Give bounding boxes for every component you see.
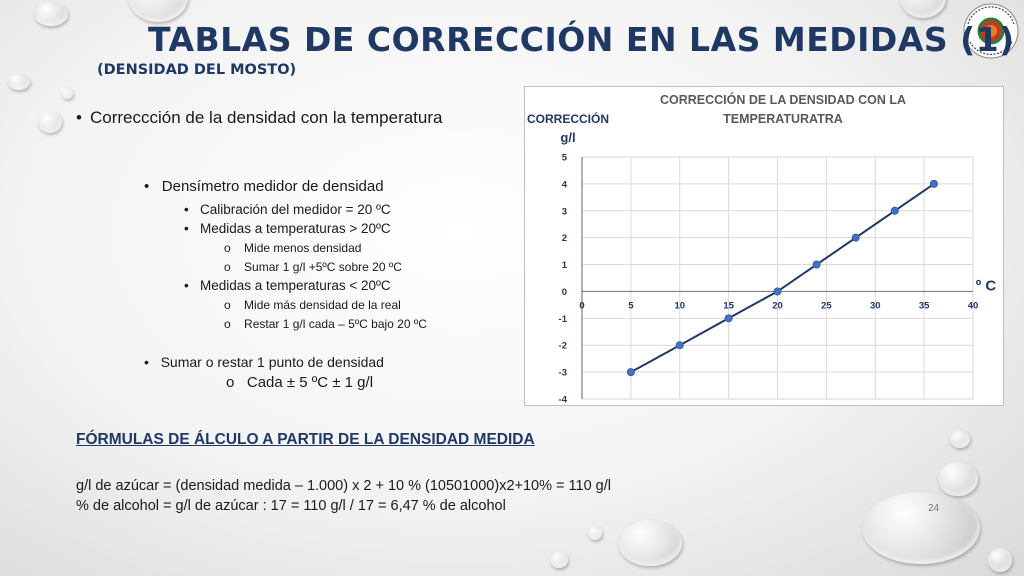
list-item-text: Calibración del medidor = 20 ºC — [200, 202, 391, 217]
list-item-text: Restar 1 g/l cada – 5ºC bajo 20 ºC — [244, 317, 427, 331]
bullet-icon: • — [184, 278, 189, 293]
chart-title-line: TEMPERATURATRA — [723, 112, 843, 126]
water-drop — [862, 492, 980, 564]
slide-title: TABLAS DE CORRECCIÓN EN LAS MEDIDAS (1) — [148, 20, 1015, 59]
bullet-icon: o — [224, 241, 231, 255]
x-tick-label: 40 — [968, 300, 979, 311]
bullet-icon: • — [144, 354, 149, 370]
y-tick-label: 4 — [562, 179, 568, 190]
y-tick-label: -3 — [559, 368, 567, 379]
list-item: • Sumar o restar 1 punto de densidad — [144, 354, 384, 370]
list-item-text: Densímetro medidor de densidad — [161, 178, 384, 195]
data-point — [675, 341, 684, 350]
x-tick-label: 35 — [919, 300, 930, 311]
bullet-icon: o — [224, 298, 231, 312]
data-point — [890, 206, 899, 215]
data-point — [724, 314, 733, 323]
y-tick-label: 3 — [562, 206, 567, 217]
y-tick-label: -1 — [559, 314, 568, 325]
x-tick-label: 5 — [628, 300, 634, 311]
water-drop — [128, 0, 188, 22]
correction-chart: -4 -3 -2 -1 0 1 2 3 4 5 0 5 10 15 20 25 30 35 40 CORRECCIÓN… — [527, 92, 997, 406]
x-tick-label: 25 — [821, 300, 832, 311]
data-point — [851, 233, 860, 242]
list-item-text: Medidas a temperaturas > 20ºC — [200, 221, 391, 236]
water-drop — [950, 430, 970, 448]
x-axis-label: º C — [976, 277, 997, 294]
y-tick-label: 0 — [562, 287, 567, 298]
list-item-text: Sumar o restar 1 punto de densidad — [160, 354, 384, 370]
x-tick-label: 15 — [723, 300, 734, 311]
list-item: • Densímetro medidor de densidad — [144, 178, 384, 195]
list-item-text: Mide más densidad de la real — [244, 298, 401, 312]
water-drop — [988, 548, 1012, 572]
list-item: o Sumar 1 g/l +5ºC sobre 20 ºC — [224, 260, 402, 274]
y-tick-label: -2 — [559, 341, 567, 352]
water-drop — [588, 526, 602, 540]
x-tick-label: 10 — [674, 300, 685, 311]
y-tick-label: -4 — [559, 395, 568, 406]
list-item: • Medidas a temperaturas > 20ºC — [184, 221, 391, 236]
water-drop — [938, 462, 978, 496]
water-drop — [900, 0, 946, 18]
main-bullet-text: Correccción de la densidad con la temper… — [90, 108, 443, 127]
y-axis-unit: g/l — [560, 130, 575, 145]
water-drop — [62, 88, 73, 99]
y-tick-label: 1 — [562, 260, 568, 271]
data-point — [626, 368, 635, 377]
main-bullet: • Correccción de la densidad con la tempe… — [76, 108, 442, 128]
bullet-icon: • — [144, 178, 150, 195]
list-item: o Restar 1 g/l cada – 5ºC bajo 20 ºC — [224, 317, 427, 331]
water-drop — [8, 74, 30, 90]
page-number: 24 — [928, 503, 940, 514]
y-tick-label: 2 — [562, 233, 567, 244]
y-axis-label: CORRECCIÓN — [527, 111, 609, 126]
data-point — [773, 287, 782, 296]
data-point — [929, 179, 938, 188]
slide-subtitle: (DENSIDAD DEL MOSTO) — [97, 62, 297, 78]
chart-panel: -4 -3 -2 -1 0 1 2 3 4 5 0 5 10 15 20 25 30 35 40 CORRECCIÓN… — [524, 86, 1004, 406]
bullet-icon: o — [224, 317, 231, 331]
chart-title-line: CORRECCIÓN DE LA DENSIDAD CON LA — [660, 92, 906, 107]
x-tick-label: 30 — [870, 300, 881, 311]
y-tick-label: 5 — [562, 153, 568, 164]
x-tick-label: 0 — [579, 300, 584, 311]
water-drop — [34, 2, 68, 26]
list-item-text: Cada ± 5 ºC ± 1 g/l — [246, 374, 374, 391]
list-item: o Mide más densidad de la real — [224, 298, 401, 312]
list-item: • Calibración del medidor = 20 ºC — [184, 202, 391, 217]
formula-line-1: g/l de azúcar = (densidad medida – 1.000… — [76, 478, 611, 494]
water-drop — [618, 520, 682, 566]
list-item: o Cada ± 5 ºC ± 1 g/l — [226, 374, 373, 391]
x-tick-label: 20 — [772, 300, 783, 311]
series-line — [630, 183, 935, 373]
formulas-heading: FÓRMULAS DE ÁLCULO A PARTIR DE LA DENSID… — [76, 431, 535, 448]
water-drop — [38, 111, 62, 133]
list-item: • Medidas a temperaturas < 20ºC — [184, 278, 391, 293]
list-item-text: Sumar 1 g/l +5ºC sobre 20 ºC — [244, 260, 402, 274]
bullet-icon: • — [184, 221, 189, 236]
water-drop — [550, 552, 568, 568]
list-item: o Mide menos densidad — [224, 241, 361, 255]
data-point — [812, 260, 821, 269]
bullet-icon: • — [76, 108, 82, 127]
club-logo — [963, 3, 1019, 59]
bullet-icon: o — [226, 374, 235, 391]
formula-line-2: % de alcohol = g/l de azúcar : 17 = 110 … — [76, 498, 506, 514]
list-item-text: Medidas a temperaturas < 20ºC — [200, 278, 391, 293]
bullet-icon: o — [224, 260, 231, 274]
list-item-text: Mide menos densidad — [244, 241, 362, 255]
bullet-icon: • — [184, 202, 189, 217]
